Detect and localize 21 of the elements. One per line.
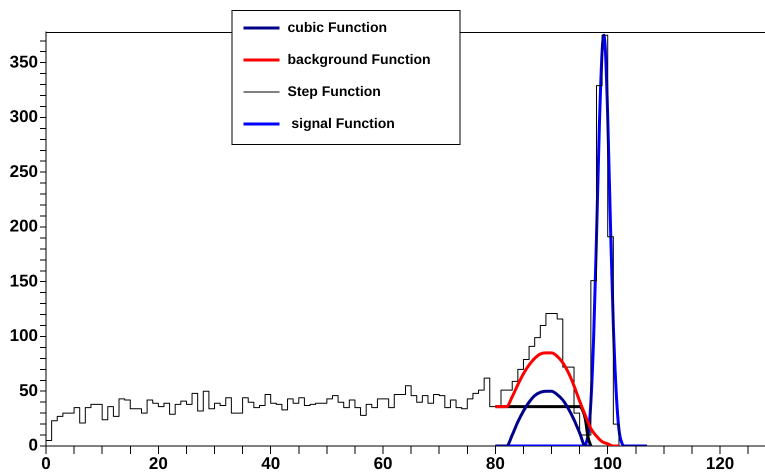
legend-label: background Function (288, 50, 431, 67)
x-tick-label: 0 (41, 454, 51, 473)
y-tick-label: 350 (10, 52, 38, 72)
y-tick-label: 200 (10, 216, 38, 236)
y-tick-label: 50 (19, 380, 38, 400)
x-tick-label: 20 (148, 454, 168, 473)
x-tick-label: 120 (706, 454, 734, 473)
x-tick-label: 60 (374, 454, 392, 473)
legend-label: cubic Function (288, 18, 388, 35)
y-tick-label: 150 (10, 271, 38, 290)
x-tick-label: 40 (261, 454, 280, 473)
line-series (494, 351, 620, 446)
legend-label: Step Function (288, 82, 381, 99)
x-tick-label: 100 (594, 454, 622, 473)
y-tick-label: 250 (10, 162, 38, 181)
y-tick-label: 100 (10, 326, 38, 346)
line-series (494, 390, 592, 446)
x-tick-label: 80 (486, 454, 505, 473)
legend-label: signal Function (288, 114, 395, 131)
y-tick-label: 0 (28, 436, 38, 455)
y-tick-label: 300 (10, 107, 38, 126)
